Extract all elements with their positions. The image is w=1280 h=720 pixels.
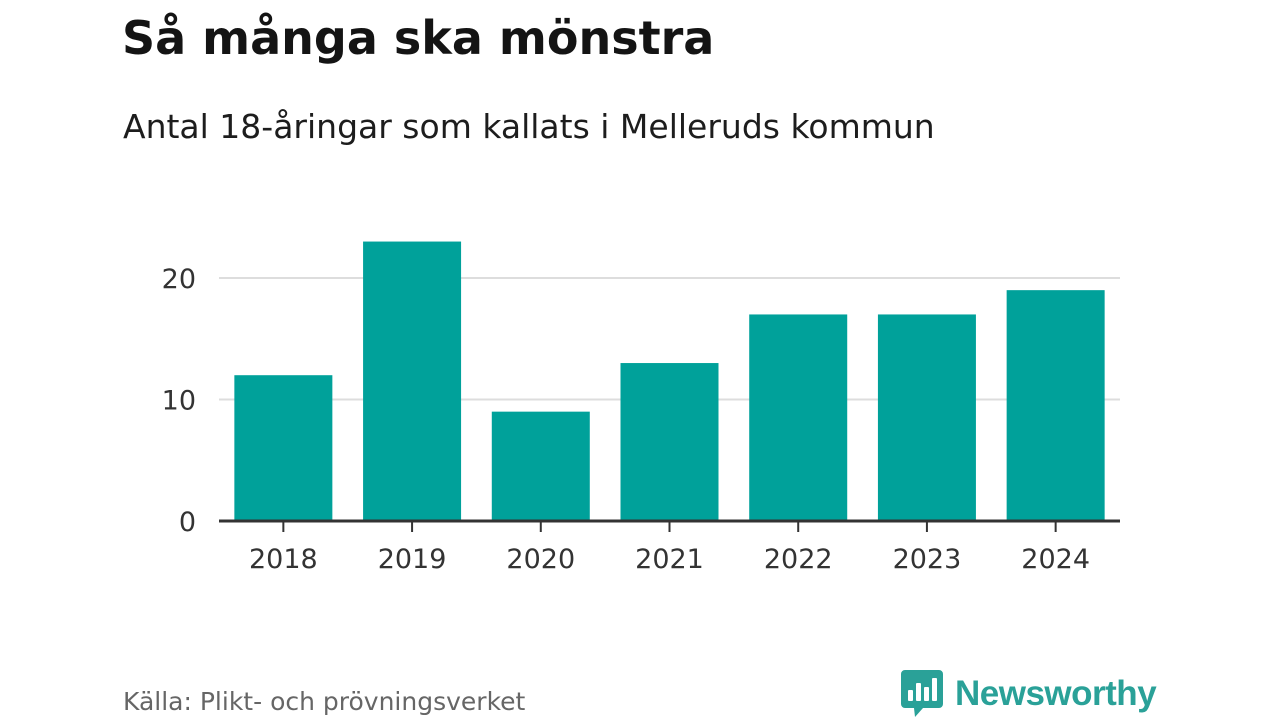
y-tick-label: 20 bbox=[162, 264, 196, 295]
newsworthy-logo-icon bbox=[901, 670, 943, 717]
y-tick-label: 10 bbox=[162, 386, 196, 417]
bar-2023 bbox=[877, 314, 976, 521]
source-note: Källa: Plikt- och prövningsverket bbox=[123, 687, 526, 716]
chart-title: Så många ska mönstra bbox=[122, 11, 715, 65]
brand-logo: Newsworthy bbox=[901, 670, 1157, 718]
x-tick-label: 2020 bbox=[506, 544, 575, 575]
bar-2024 bbox=[1006, 290, 1105, 521]
bar-2020 bbox=[491, 411, 590, 521]
y-axis-ticks: 0 10 20 bbox=[162, 264, 196, 538]
bar-2022 bbox=[749, 314, 848, 521]
x-tick-label: 2024 bbox=[1021, 544, 1090, 575]
x-axis-ticks: 2018 2019 2020 2021 2022 2023 2024 bbox=[249, 521, 1090, 575]
chart-subtitle: Antal 18-åringar som kallats i Melleruds… bbox=[123, 107, 935, 146]
x-tick-label: 2018 bbox=[249, 544, 318, 575]
x-tick-label: 2023 bbox=[893, 544, 962, 575]
y-tick-label: 0 bbox=[179, 507, 196, 538]
bar-2018 bbox=[234, 375, 333, 521]
x-tick-label: 2022 bbox=[764, 544, 833, 575]
x-tick-label: 2021 bbox=[635, 544, 704, 575]
brand-name: Newsworthy bbox=[955, 674, 1157, 713]
x-tick-label: 2019 bbox=[378, 544, 447, 575]
bars bbox=[234, 241, 1105, 522]
bar-2021 bbox=[620, 363, 719, 521]
bar-2019 bbox=[363, 241, 462, 522]
